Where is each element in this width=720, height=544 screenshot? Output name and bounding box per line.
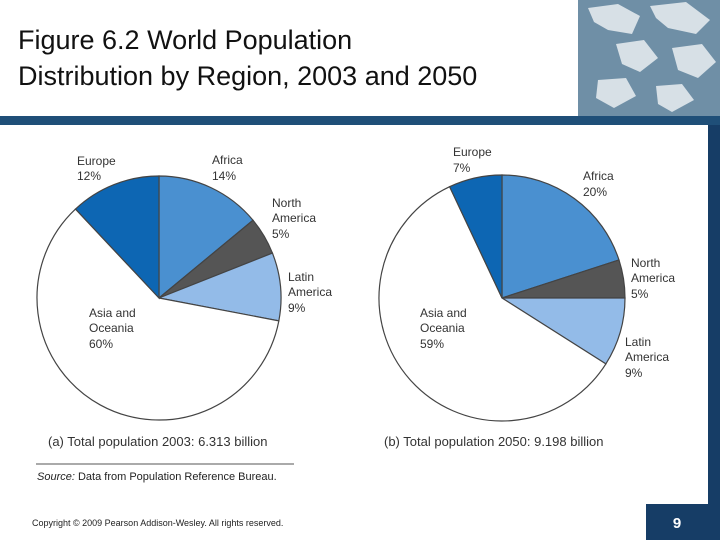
pct-europe-2003: 12% [77, 169, 101, 183]
slice-asia-and-oceania-2003 [36, 208, 280, 421]
label-oceania-2003: Oceania [89, 321, 134, 335]
pct-africa-2003: 14% [212, 169, 236, 183]
pct-north-america-2050: 5% [631, 287, 649, 301]
title-line-2: Distribution by Region, 2003 and 2050 [18, 61, 478, 91]
source-prefix: Source: [37, 471, 75, 483]
label-europe-2003: Europe [77, 154, 116, 168]
label-america-2003: America [272, 211, 316, 225]
pct-north-america-2003: 5% [272, 227, 290, 241]
world-map-image [578, 0, 720, 116]
label-north-2050: North [631, 256, 660, 270]
label-latin-america-2050: America [625, 350, 669, 364]
slide-title: Figure 6.2 World Population Distribution… [18, 22, 578, 94]
slice-europe-2003 [74, 175, 160, 300]
pct-latin-america-2050: 9% [625, 366, 643, 380]
label-africa-2003: Africa [212, 153, 243, 167]
page-number: 9 [646, 504, 708, 540]
title-line-1: Figure 6.2 World Population [18, 25, 353, 55]
slice-africa-2003 [158, 175, 254, 300]
label-europe-2050: Europe [453, 145, 492, 159]
label-america-2050: America [631, 271, 675, 285]
pct-asia-oceania-2050: 59% [420, 337, 444, 351]
label-latin-2003: Latin [288, 270, 314, 284]
slice-asia-and-oceania-2050 [378, 185, 607, 422]
slice-europe-2050 [448, 174, 503, 299]
pie-chart-2003 [36, 175, 282, 421]
title-divider-bar [0, 116, 720, 125]
caption-2050: (b) Total population 2050: 9.198 billion [384, 434, 603, 449]
source-note: Source: Data from Population Reference B… [37, 471, 277, 483]
copyright-text: Copyright © 2009 Pearson Addison-Wesley.… [32, 518, 284, 528]
label-asia-2003: Asia and [89, 306, 136, 320]
caption-2003: (a) Total population 2003: 6.313 billion [48, 434, 267, 449]
pie-chart-2050 [378, 174, 626, 422]
label-north-2003: North [272, 196, 301, 210]
pie-charts: Europe 12% Africa 14% North America 5% L… [36, 145, 675, 483]
pct-europe-2050: 7% [453, 161, 471, 175]
label-latin-america-2003: America [288, 285, 332, 299]
pct-africa-2050: 20% [583, 185, 607, 199]
label-asia-2050: Asia and [420, 306, 467, 320]
source-text: Data from Population Reference Bureau. [75, 471, 277, 483]
pct-latin-america-2003: 9% [288, 301, 306, 315]
label-africa-2050: Africa [583, 169, 614, 183]
label-latin-2050: Latin [625, 335, 651, 349]
slice-africa-2050 [501, 174, 620, 299]
label-oceania-2050: Oceania [420, 321, 465, 335]
pct-asia-oceania-2003: 60% [89, 337, 113, 351]
right-edge-band [708, 125, 720, 540]
